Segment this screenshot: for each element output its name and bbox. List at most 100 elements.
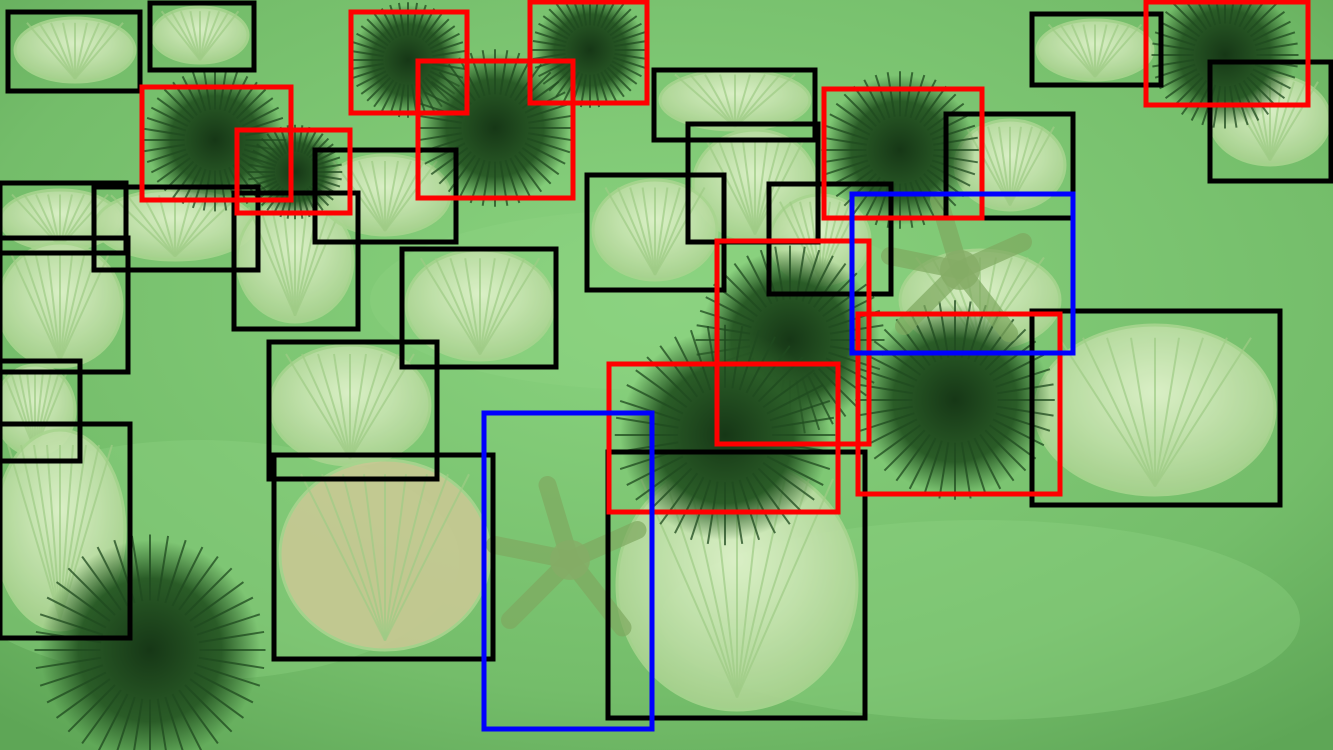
scallop-rib	[282, 207, 296, 316]
scallop-bounding-box	[91, 184, 261, 273]
scallop-rib	[734, 74, 766, 128]
scallop-shell	[150, 5, 250, 65]
urchin-spine	[923, 173, 957, 207]
scallop-rib	[419, 257, 481, 356]
urchin-spine	[722, 272, 763, 313]
scallop-shell	[0, 241, 124, 369]
urchin-body	[40, 540, 260, 750]
urchin-spine	[447, 63, 476, 102]
scallop-rib	[33, 444, 61, 621]
starfish	[881, 191, 1032, 342]
scallop-rib	[704, 74, 736, 128]
scallop-rib	[349, 353, 367, 460]
urchin-spine	[929, 164, 971, 187]
urchin-spine	[600, 71, 618, 102]
urchin-spine	[997, 383, 1054, 395]
urchin-spine	[874, 74, 891, 119]
urchin-spine	[81, 689, 122, 745]
scallop-bounding-box	[5, 9, 143, 94]
urchin-spine	[164, 696, 184, 750]
scallop-bounding-box	[0, 180, 129, 256]
scallop-rib	[674, 73, 736, 128]
urchin-spine	[909, 74, 926, 119]
urchin-spine	[635, 369, 688, 409]
urchin-spine	[1252, 20, 1291, 42]
urchin-spine	[822, 154, 867, 164]
scallop-bounding-box	[651, 67, 818, 143]
scallop-bounding-box	[271, 452, 496, 662]
urchin-spine	[193, 596, 254, 629]
scallop-rib	[719, 74, 736, 128]
urchin-spine	[731, 325, 744, 389]
scallop-rib	[349, 353, 415, 460]
urchin-spine	[430, 147, 469, 176]
scallop-rib	[21, 251, 61, 362]
urchin-spine	[196, 613, 261, 636]
urchin-spine	[67, 567, 116, 616]
urchin-spine	[904, 72, 914, 117]
urchin-spine	[352, 41, 385, 54]
scallop-rib	[9, 251, 61, 362]
scallop-rib	[301, 353, 351, 460]
scallop-rib	[434, 257, 481, 355]
scallop-rib	[270, 207, 296, 317]
urchin-spine	[751, 345, 791, 398]
urchin-spine	[266, 133, 284, 157]
urchin-spine	[171, 693, 203, 750]
urchin-spine	[447, 154, 476, 193]
scallop-rib	[1130, 337, 1156, 487]
scallop-rib	[74, 22, 124, 80]
urchin-spine	[410, 2, 419, 36]
urchin-spine	[373, 79, 395, 108]
scallop-rib	[1047, 23, 1096, 78]
urchin-spine	[979, 433, 1015, 482]
urchin-spine	[843, 93, 877, 127]
scallop-rib	[654, 187, 706, 276]
urchin-spine	[933, 154, 978, 164]
urchin-spine	[1246, 76, 1278, 108]
urchin-spine	[235, 88, 267, 120]
scallop-rib	[59, 252, 86, 362]
urchin-spine	[995, 368, 1051, 388]
urchin-spine	[146, 116, 187, 132]
sea-urchin	[821, 71, 979, 229]
urchin-spine	[883, 328, 926, 371]
sea-urchin-bounding-box	[139, 84, 294, 203]
sea-urchin	[855, 300, 1055, 500]
urchin-spine	[1254, 63, 1296, 79]
scallop-rib	[189, 11, 201, 61]
scallop-rib	[1094, 24, 1108, 78]
scallop-bounding-box	[147, 0, 257, 73]
urchin-spine	[421, 12, 443, 41]
urchin-spine	[603, 2, 625, 31]
urchin-spine	[852, 85, 881, 124]
urchin-spine	[313, 156, 341, 167]
scallop-rib	[142, 194, 176, 257]
urchin-spine	[923, 440, 943, 496]
urchin-spine	[1172, 76, 1204, 108]
urchin-spine	[150, 153, 189, 174]
scallop-rib	[294, 206, 343, 317]
scallop-rib	[716, 137, 756, 235]
urchin-spine	[992, 353, 1045, 382]
starfish-bounding-box	[849, 191, 1076, 356]
scallop-rib	[74, 22, 88, 80]
urchin-spine	[360, 73, 389, 95]
sea-urchin-bounding-box	[821, 86, 985, 221]
scallop-rib	[1059, 23, 1096, 78]
urchin-spine	[856, 405, 913, 417]
urchin-spine	[431, 41, 464, 54]
urchin-spine	[835, 102, 874, 131]
urchin-spine	[156, 698, 167, 750]
scallop-shell	[0, 188, 122, 252]
urchin-spine	[46, 596, 107, 629]
scallop-rib	[629, 187, 656, 276]
scallop-rib	[294, 206, 331, 317]
scallop-rib	[640, 478, 738, 698]
scallop-rib	[358, 160, 386, 232]
urchin-spine	[528, 132, 573, 142]
scallop-rib	[199, 11, 211, 61]
sea-urchin-bounding-box	[415, 58, 576, 201]
urchin-spine	[184, 567, 233, 616]
urchin-spine	[144, 127, 185, 137]
